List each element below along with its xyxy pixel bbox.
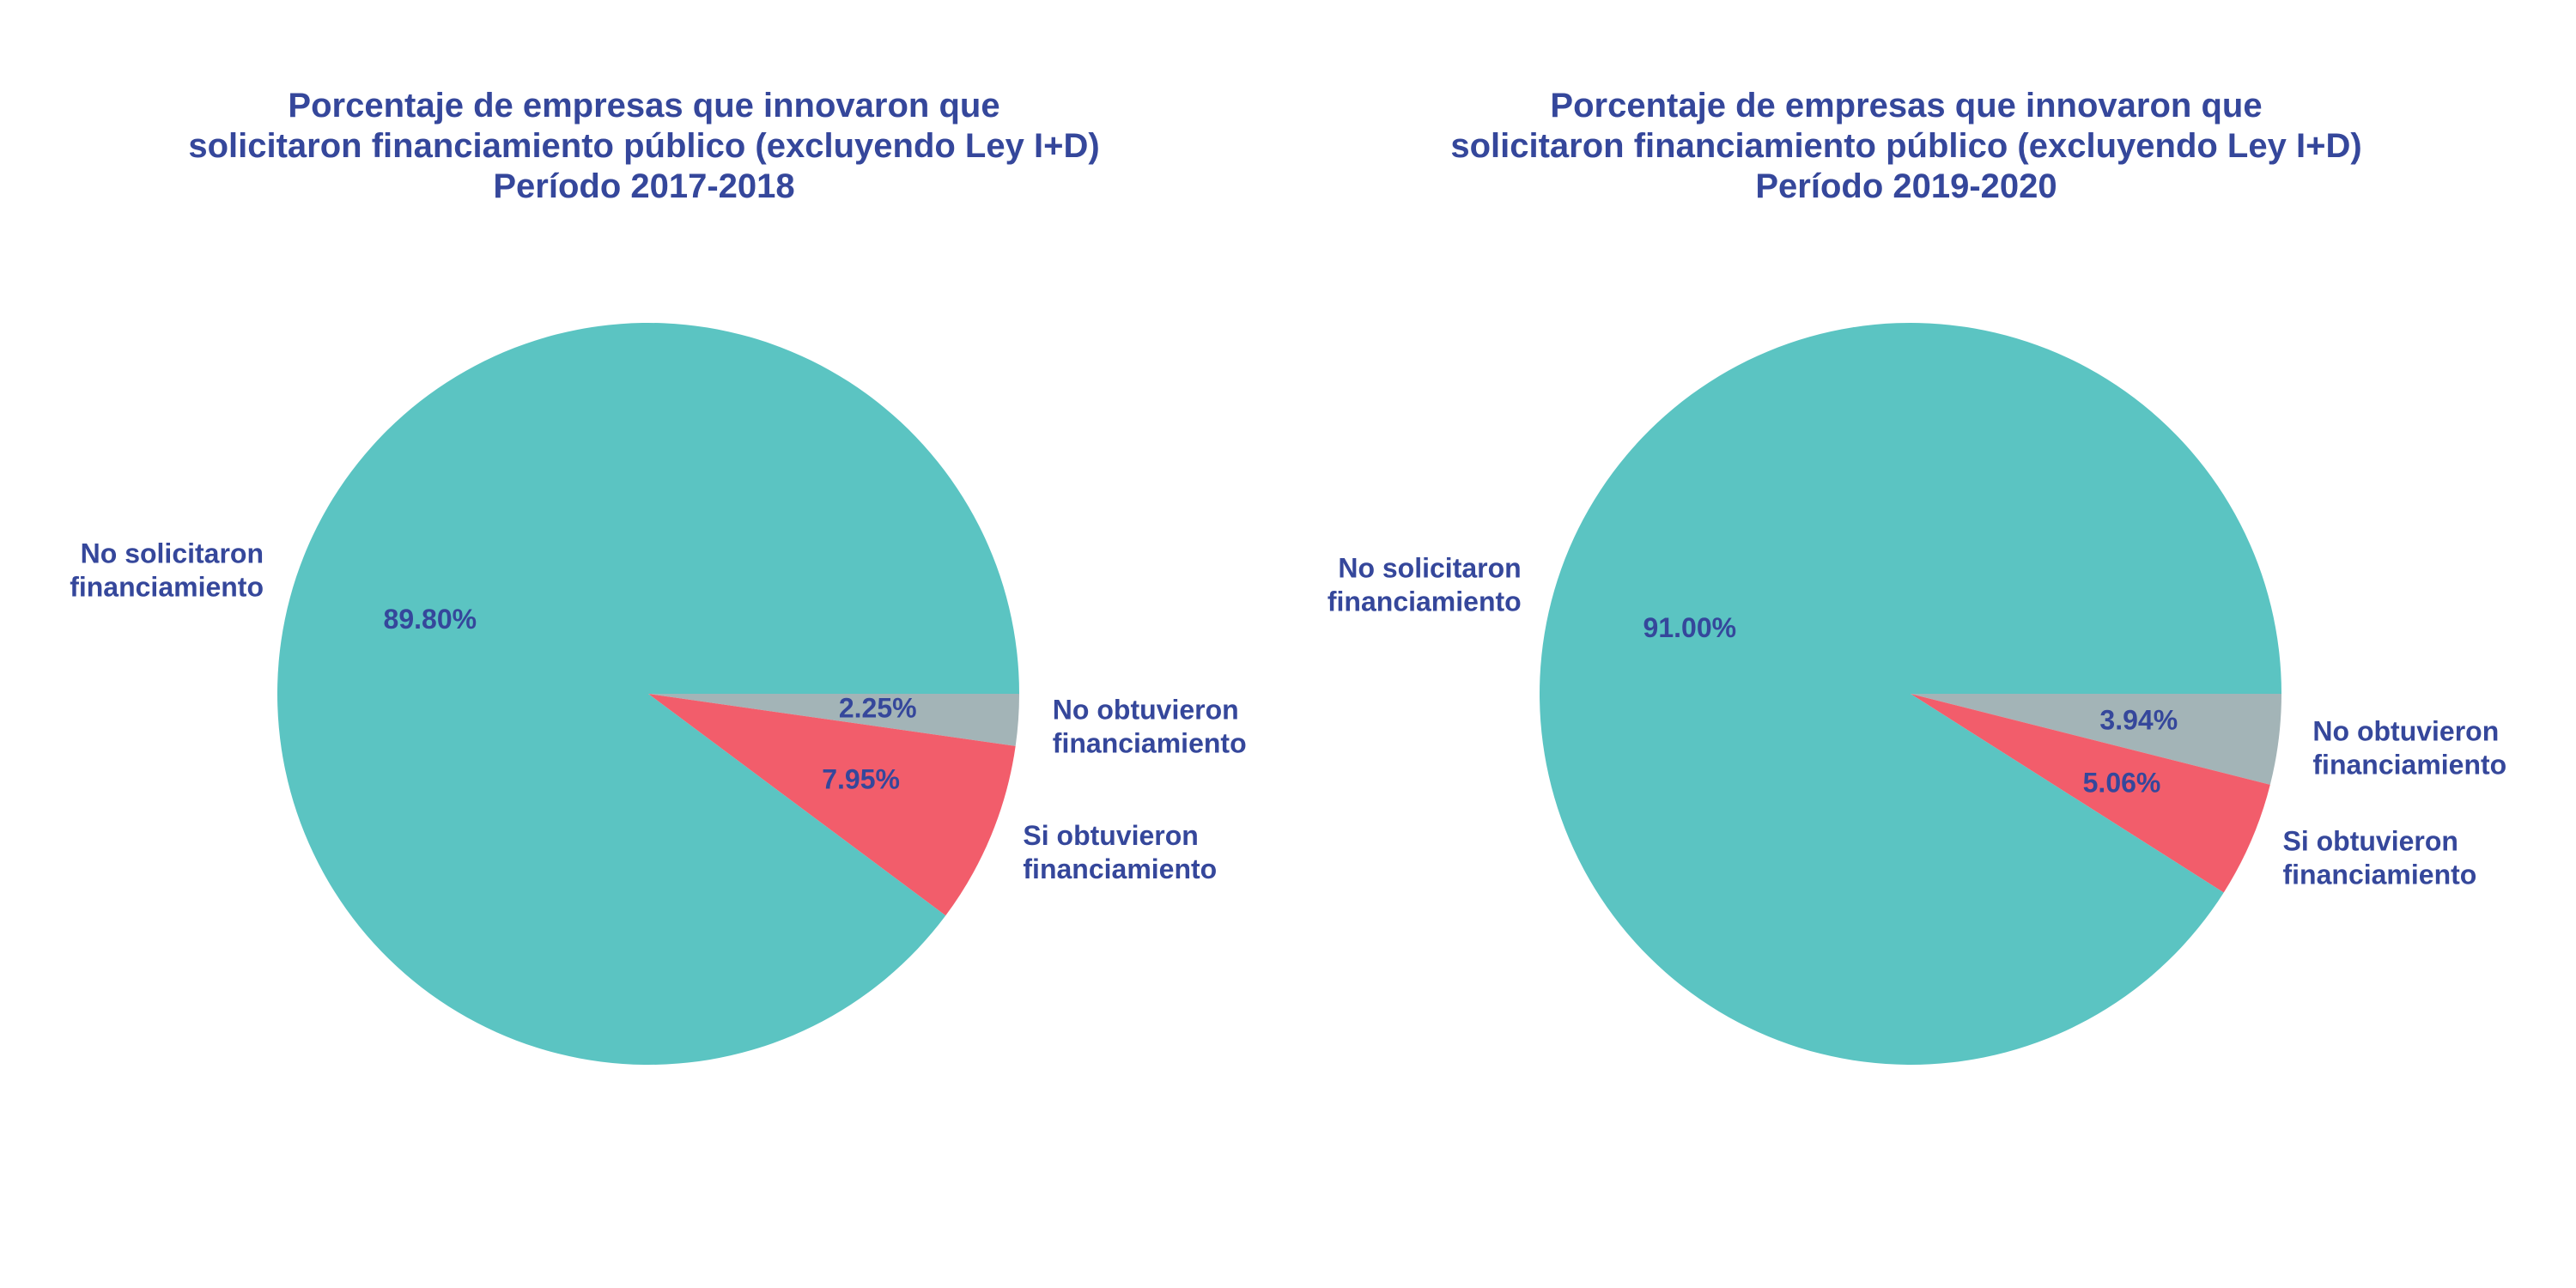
pie-category-label: Si obtuvieron financiamiento	[1023, 820, 1217, 884]
pie-slice-no-solicitaron-financiamiento	[1540, 323, 2281, 1066]
chart-title: Porcentaje de empresas que innovaron que…	[86, 86, 1202, 207]
pie-slice-si-obtuvieron-financiamiento	[648, 694, 1016, 916]
chart-title-line: Porcentaje de empresas que innovaron que	[1550, 87, 2263, 125]
pie-slice-no-solicitaron-financiamiento	[276, 322, 1019, 1065]
chart-title-line: Período 2017-2018	[493, 167, 795, 205]
chart-title-line: solicitaron financiamiento público (excl…	[1450, 127, 2362, 165]
pie-value-label: 89.80%	[384, 604, 477, 635]
pie-category-label: No solicitaron financiamiento	[1327, 552, 1522, 617]
chart-title-line: solicitaron financiamiento público (excl…	[188, 127, 1100, 165]
pie-category-label: Si obtuvieron financiamiento	[2283, 826, 2477, 890]
pie-chart: 2.25% No obtuvieron financiamiento 7.95% Si …	[70, 322, 1247, 1065]
pie-chart: 3.94% No obtuvieron financiamiento 5.06% Si …	[1327, 323, 2506, 1066]
chart-title: Porcentaje de empresas que innovaron que…	[1348, 86, 2464, 207]
pie-category-label: No obtuvieron financiamiento	[1053, 694, 1247, 758]
pie-chart-panel-2017-2018: Porcentaje de empresas que innovaron que…	[70, 86, 1247, 1065]
pie-slice-no-obtuvieron-financiamiento	[648, 694, 1019, 746]
pie-category-label: No solicitaron financiamiento	[70, 538, 264, 602]
chart-title-line: Porcentaje de empresas que innovaron que	[288, 87, 1000, 125]
pie-chart-panel-2019-2020: Porcentaje de empresas que innovaron que…	[1288, 0, 2576, 1288]
pie-value-label: 5.06%	[2083, 767, 2161, 798]
pie-slice-si-obtuvieron-financiamiento	[1911, 694, 2270, 893]
pie-value-label: 2.25%	[839, 692, 917, 723]
chart-title-line: Período 2019-2020	[1755, 167, 2057, 205]
pie-value-label: 3.94%	[2099, 705, 2178, 736]
pie-category-label: No obtuvieron financiamiento	[2312, 715, 2506, 780]
pie-value-label: 91.00%	[1643, 612, 1737, 643]
pie-slice-no-obtuvieron-financiamiento	[1911, 694, 2281, 785]
pie-value-label: 7.95%	[822, 764, 900, 795]
